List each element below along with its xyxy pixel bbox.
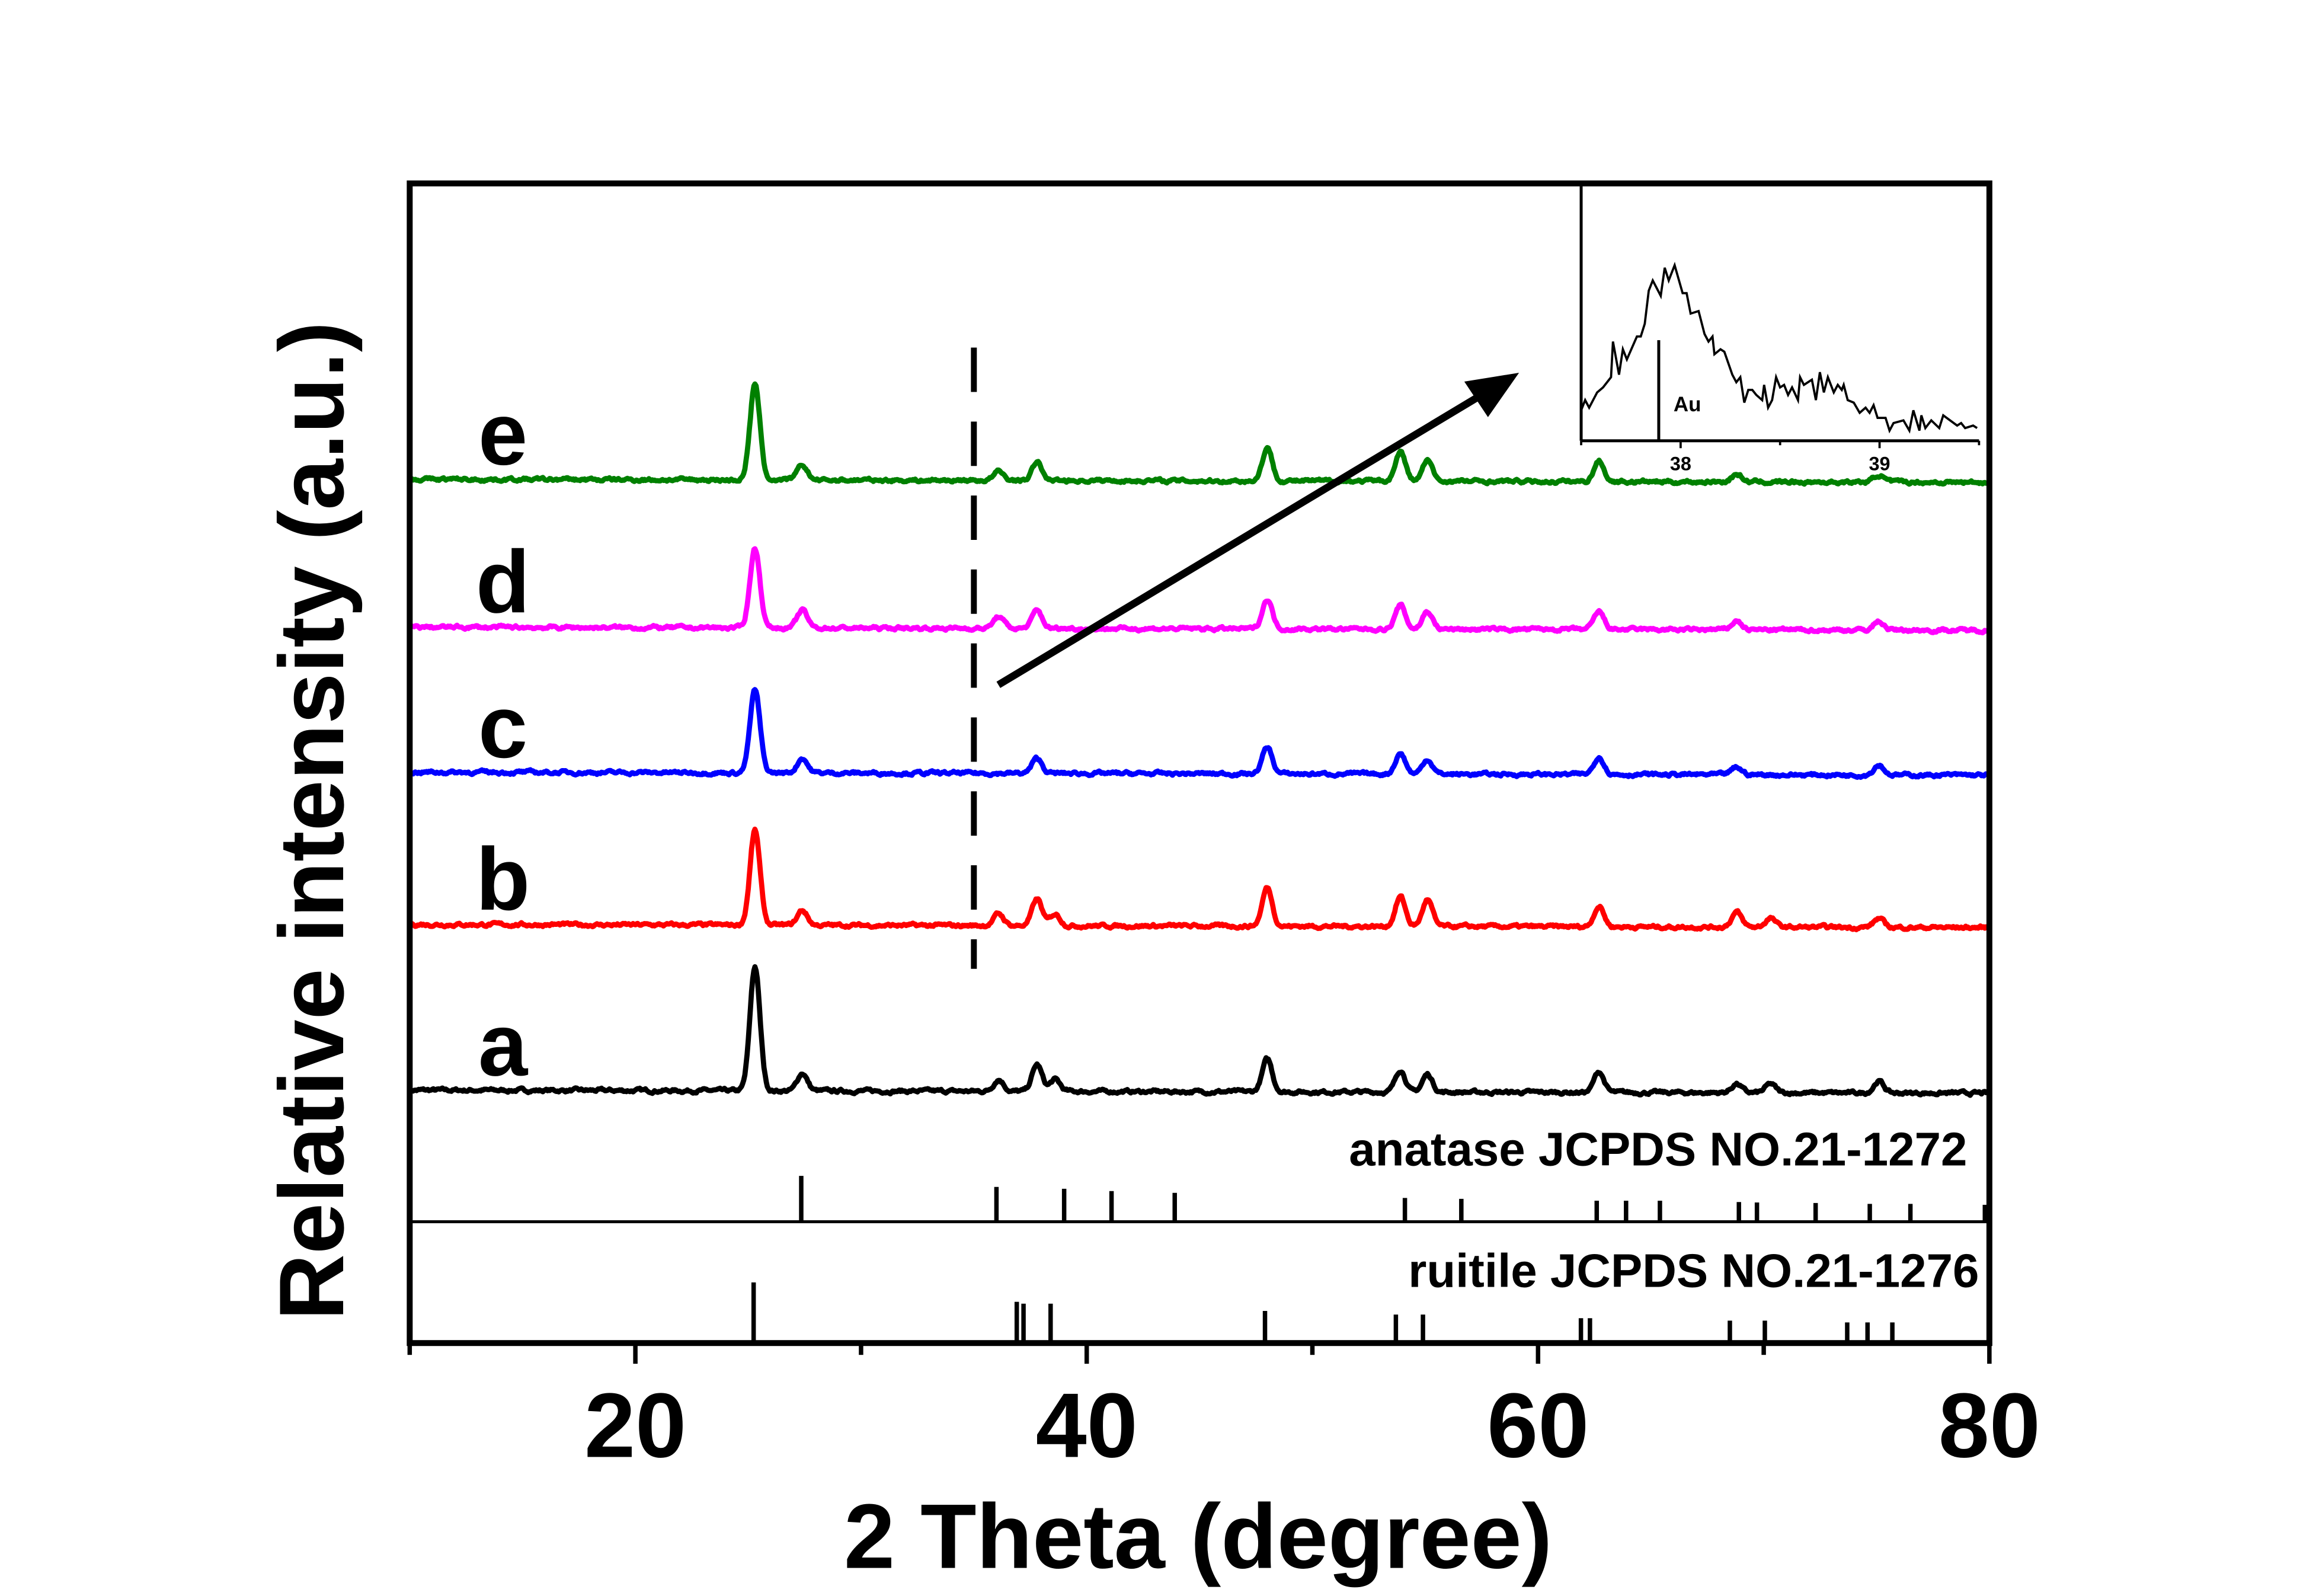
x-tick-label: 20	[584, 1374, 686, 1476]
arrow-annotation	[996, 372, 1520, 688]
plot-frame	[407, 180, 1992, 1346]
inset-tick-label: 39	[1869, 453, 1890, 475]
x-axis-label: 2 Theta (degree)	[844, 1485, 1552, 1588]
x-tick-label: 80	[1938, 1374, 2040, 1476]
rutile-label: ruitile JCPDS NO.21-1276	[1408, 1244, 1979, 1297]
series-label-b: b	[476, 829, 530, 929]
x-tick-label: 60	[1487, 1374, 1589, 1476]
anatase-label: anatase JCPDS NO.21-1272	[1349, 1123, 1967, 1176]
x-ticks: 20 40 60 80	[407, 1343, 2040, 1476]
au-label: Au	[1674, 393, 1701, 416]
reference-layer	[751, 1176, 1988, 1344]
series-line-a	[408, 964, 1991, 1098]
inset-curve	[1580, 261, 1978, 434]
series-line-d	[408, 546, 1991, 636]
series-label-d: d	[476, 532, 530, 631]
inset-tick-label: 38	[1670, 453, 1691, 475]
arrow-shaft	[996, 389, 1489, 688]
series-layer	[408, 381, 1991, 1098]
series-line-c	[408, 687, 1991, 780]
y-axis-label: Relative intensity (a.u.)	[260, 322, 363, 1320]
series-line-b	[408, 826, 1991, 932]
arrow-head-icon	[1464, 372, 1520, 417]
series-label-a: a	[478, 994, 529, 1094]
inset-plot: 38 39 Au	[1579, 186, 1981, 475]
x-tick-label: 40	[1036, 1374, 1138, 1476]
series-label-e: e	[478, 384, 527, 484]
inset-ticks: 38 39	[1580, 440, 1981, 475]
series-line-e	[408, 381, 1991, 487]
series-label-c: c	[478, 677, 527, 776]
